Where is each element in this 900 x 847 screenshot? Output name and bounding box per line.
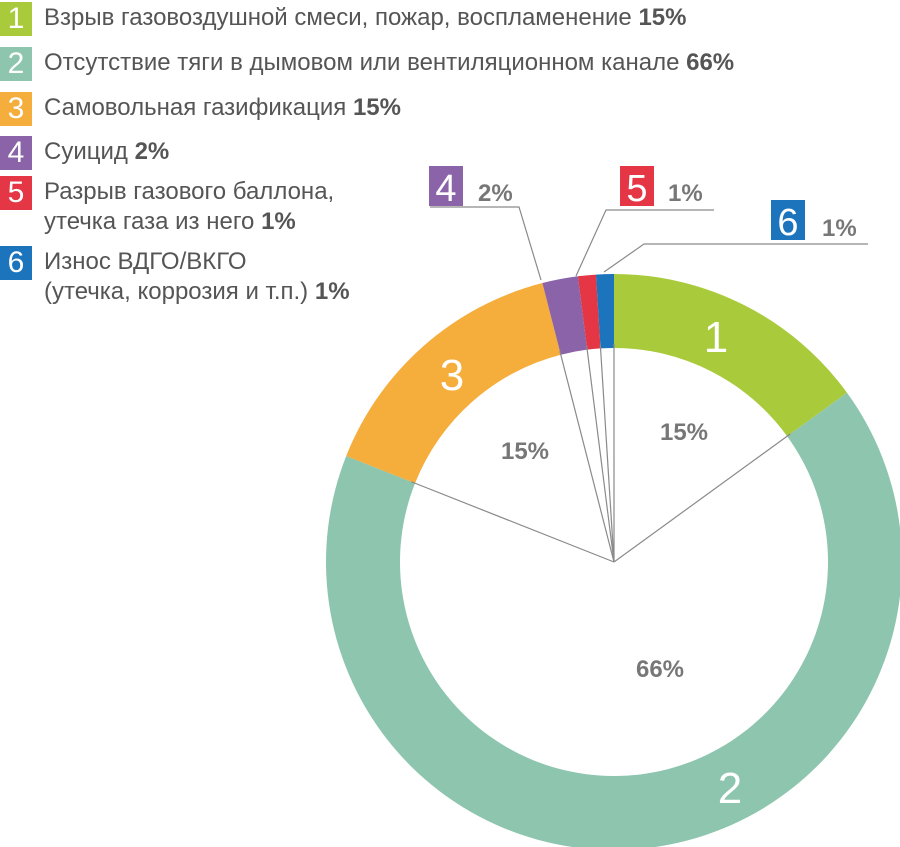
callout-number-badge — [771, 200, 805, 240]
legend-percent: 66% — [686, 49, 735, 76]
slice-number-label: 2 — [718, 764, 742, 813]
legend-label-line: Разрыв газового баллона, — [44, 178, 335, 205]
slice-percent-label: 15% — [660, 419, 708, 446]
legend-label-line: Суицид 2% — [44, 138, 170, 165]
legend-percent: 1% — [261, 208, 296, 235]
legend-label: Самовольная газификация 15% — [44, 93, 401, 123]
legend-item-6: 6 Износ ВДГО/ВКГО (утечка, коррозия и т.п.… — [0, 246, 350, 307]
legend-item-4: 4 Суицид 2% — [0, 136, 169, 170]
callout-leader-line — [430, 206, 542, 281]
callout-number-badge — [429, 166, 463, 206]
legend-percent: 15% — [352, 94, 401, 121]
legend-label-line: Отсутствие тяги в дымовом или вентиляцио… — [44, 49, 735, 76]
callout-number: 6 — [777, 202, 798, 244]
legend-label-line: утечка газа из него 1% — [44, 208, 296, 235]
legend-label-line: Взрыв газовоздушной смеси, пожар, воспла… — [44, 4, 687, 31]
callout-number-badge — [620, 166, 654, 206]
donut-slice-3 — [346, 283, 561, 484]
donut-slice-1 — [614, 274, 847, 437]
legend-item-2: 2 Отсутствие тяги в дымовом или вентиляци… — [0, 47, 734, 81]
legend-number-badge: 2 — [0, 47, 32, 81]
legend-label: Отсутствие тяги в дымовом или вентиляцио… — [44, 48, 734, 78]
slice-number-label: 3 — [440, 351, 464, 400]
legend-number-badge: 1 — [0, 2, 32, 36]
callout-leader-line — [575, 209, 714, 277]
legend-item-1: 1 Взрыв газовоздушной смеси, пожар, воспл… — [0, 2, 686, 36]
slice-percent-label: 66% — [636, 656, 684, 683]
donut-slice-4 — [542, 276, 588, 355]
legend-item-3: 3 Самовольная газификация 15% — [0, 92, 401, 126]
sector-divider-line — [613, 433, 791, 563]
legend-label: Износ ВДГО/ВКГО (утечка, коррозия и т.п.)… — [44, 247, 350, 307]
legend-label: Разрыв газового баллона, утечка газа из н… — [44, 177, 334, 237]
legend-label: Взрыв газовоздушной смеси, пожар, воспла… — [44, 3, 686, 33]
legend-label-line: (утечка, коррозия и т.п.) 1% — [44, 278, 350, 305]
slice-number-label: 1 — [704, 313, 728, 362]
callout-number: 4 — [435, 168, 456, 210]
legend-label: Суицид 2% — [44, 137, 169, 167]
donut-slice-2 — [326, 392, 900, 847]
callout-percent: 1% — [668, 180, 703, 207]
callout-leader-line — [603, 243, 868, 273]
donut-slice-5 — [577, 274, 601, 350]
legend-number-badge: 6 — [0, 246, 32, 280]
callout-percent: 1% — [822, 215, 857, 242]
legend-number-badge: 3 — [0, 92, 32, 126]
legend-percent: 2% — [134, 138, 170, 165]
sector-divider-line — [586, 345, 615, 563]
legend-number-badge: 5 — [0, 176, 32, 210]
legend-label-line: Износ ВДГО/ВКГО — [44, 248, 247, 275]
legend-percent: 15% — [638, 4, 687, 31]
legend-label-line: Самовольная газификация 15% — [44, 94, 401, 121]
sector-divider-line — [411, 481, 615, 563]
callout-number: 5 — [626, 168, 647, 210]
callout-percent: 2% — [478, 180, 513, 207]
sector-divider-line — [559, 350, 615, 563]
slice-percent-label: 15% — [501, 438, 549, 465]
legend-number-badge: 4 — [0, 136, 32, 170]
donut-slice-6 — [595, 274, 614, 349]
legend-item-5: 5 Разрыв газового баллона, утечка газа из … — [0, 176, 334, 237]
legend-percent: 1% — [314, 278, 350, 305]
sector-divider-line — [599, 344, 615, 563]
